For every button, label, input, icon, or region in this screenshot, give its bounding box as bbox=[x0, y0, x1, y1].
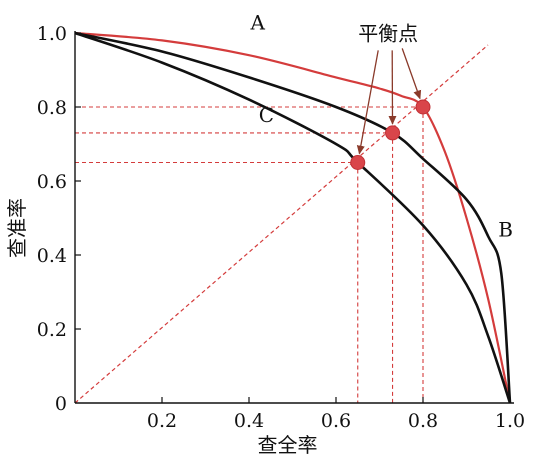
x-tick-label: 0.8 bbox=[408, 410, 438, 432]
series-line-a bbox=[74, 31, 512, 404]
series-line-b bbox=[74, 31, 512, 404]
break-even-annotation: 平衡点 bbox=[358, 21, 418, 45]
break-even-point-0 bbox=[415, 99, 431, 115]
y-tick-label: 0 bbox=[55, 393, 67, 415]
break-even-point-2 bbox=[350, 155, 366, 170]
y-tick-label: 0.8 bbox=[37, 97, 67, 119]
guide-layer bbox=[75, 106, 424, 403]
diagonal-reference-line bbox=[74, 44, 489, 404]
y-tick-label: 0.4 bbox=[37, 245, 67, 267]
reference-layer bbox=[74, 44, 489, 404]
curve-label-c: C bbox=[259, 103, 274, 127]
axis-layer: 0.2 0.4 0.6 0.8 1.0 0 0.2 0.4 0.6 0.8 1.0 bbox=[37, 23, 525, 432]
marker-layer bbox=[350, 48, 431, 170]
x-tick-label: 0.4 bbox=[234, 410, 264, 432]
x-tick-label: 0.2 bbox=[147, 410, 177, 432]
annotation-arrow-2 bbox=[356, 50, 379, 155]
x-tick-label: 0.6 bbox=[321, 410, 351, 432]
label-layer: 查全率 查准率 A B C 平衡点 bbox=[5, 10, 513, 457]
curve-label-b: B bbox=[498, 218, 513, 242]
annotation-arrow-0 bbox=[401, 48, 422, 100]
series-line-c bbox=[74, 31, 512, 404]
y-tick-label: 0.6 bbox=[37, 171, 67, 193]
y-tick-label: 1.0 bbox=[37, 23, 67, 45]
y-axis-title: 查准率 bbox=[5, 198, 29, 258]
x-axis-title: 查全率 bbox=[258, 433, 318, 457]
series-layer bbox=[74, 31, 512, 404]
curve-label-a: A bbox=[249, 10, 265, 34]
x-tick-label: 1.0 bbox=[495, 410, 525, 432]
y-tick-label: 0.2 bbox=[37, 319, 67, 341]
break-even-point-1 bbox=[385, 125, 401, 141]
